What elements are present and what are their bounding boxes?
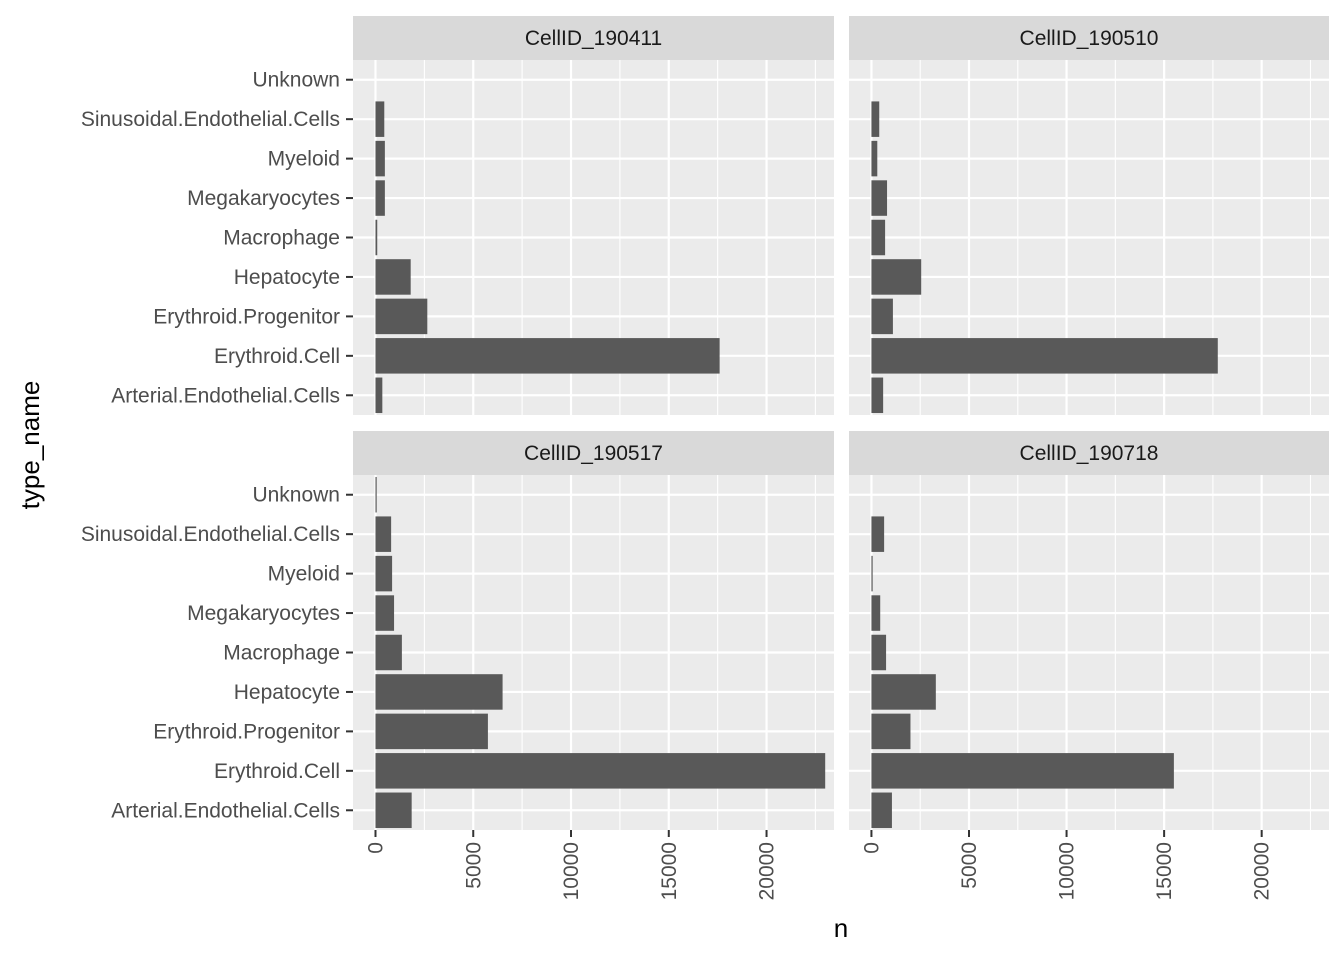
bar [871,298,893,335]
bar [375,476,377,513]
x-tick-label: 20000 [1251,842,1274,900]
bar [375,674,503,710]
x-tick-label: 0 [860,842,883,854]
bar [375,180,385,216]
x-tick-label: 10000 [1056,842,1079,900]
bar [871,753,1174,789]
bar [375,219,378,256]
y-tick-label: Arterial.Endothelial.Cells [111,384,340,407]
y-tick-label: Macrophage [223,227,340,250]
y-tick-label: Erythroid.Progenitor [153,720,340,743]
x-tick-label: 15000 [1153,842,1176,900]
bar [871,377,884,414]
y-tick-label: Megakaryocytes [187,187,340,210]
x-tick-label: 5000 [462,842,485,889]
bar [871,259,922,295]
facet-strip [353,16,834,60]
facet-title: CellID_190510 [1020,27,1159,50]
facet-title: CellID_190411 [525,27,662,50]
x-tick-label: 15000 [658,842,681,900]
y-tick-label: Unknown [252,484,340,507]
facet-strip [849,431,1329,475]
bar [375,713,488,750]
y-tick-label: Erythroid.Cell [214,760,340,783]
y-tick-label: Sinusoidal.Endothelial.Cells [81,523,340,546]
bar [871,101,880,137]
bar [375,792,412,829]
x-axis-title: n [834,913,848,943]
bar [375,555,393,592]
y-tick-label: Myeloid [268,148,340,171]
bar [375,101,385,137]
facet-title: CellID_190718 [1020,442,1159,465]
bar [871,674,936,710]
bar [375,298,428,335]
bar [375,753,826,789]
bar [375,516,392,552]
y-tick-label: Myeloid [268,563,340,586]
y-tick-label: Erythroid.Cell [214,345,340,368]
bar [871,595,881,631]
x-tick-label: 5000 [958,842,981,889]
bar [871,219,886,256]
bar [871,140,878,177]
y-tick-label: Megakaryocytes [187,602,340,625]
bar [375,259,411,295]
y-tick-label: Unknown [252,69,340,92]
bar [871,713,911,750]
bar [375,377,383,414]
y-tick-label: Hepatocyte [234,266,340,289]
x-tick-label: 0 [364,842,387,854]
bar [871,516,885,552]
y-axis-title: type_name [15,381,45,510]
bar [375,338,720,374]
bar [871,792,892,829]
facet-title: CellID_190517 [524,442,663,465]
y-tick-label: Hepatocyte [234,681,340,704]
y-tick-label: Macrophage [223,642,340,665]
y-tick-label: Erythroid.Progenitor [153,305,340,328]
bar [375,595,395,631]
x-tick-label: 20000 [756,842,779,900]
bar [871,634,887,671]
y-tick-label: Sinusoidal.Endothelial.Cells [81,108,340,131]
bar [871,180,888,216]
facet-strip [353,431,834,475]
facet-strip [849,16,1329,60]
bar [871,555,873,592]
bar [375,140,385,177]
bar [375,634,402,671]
bar [871,338,1218,374]
y-tick-label: Arterial.Endothelial.Cells [111,799,340,822]
x-tick-label: 10000 [560,842,583,900]
